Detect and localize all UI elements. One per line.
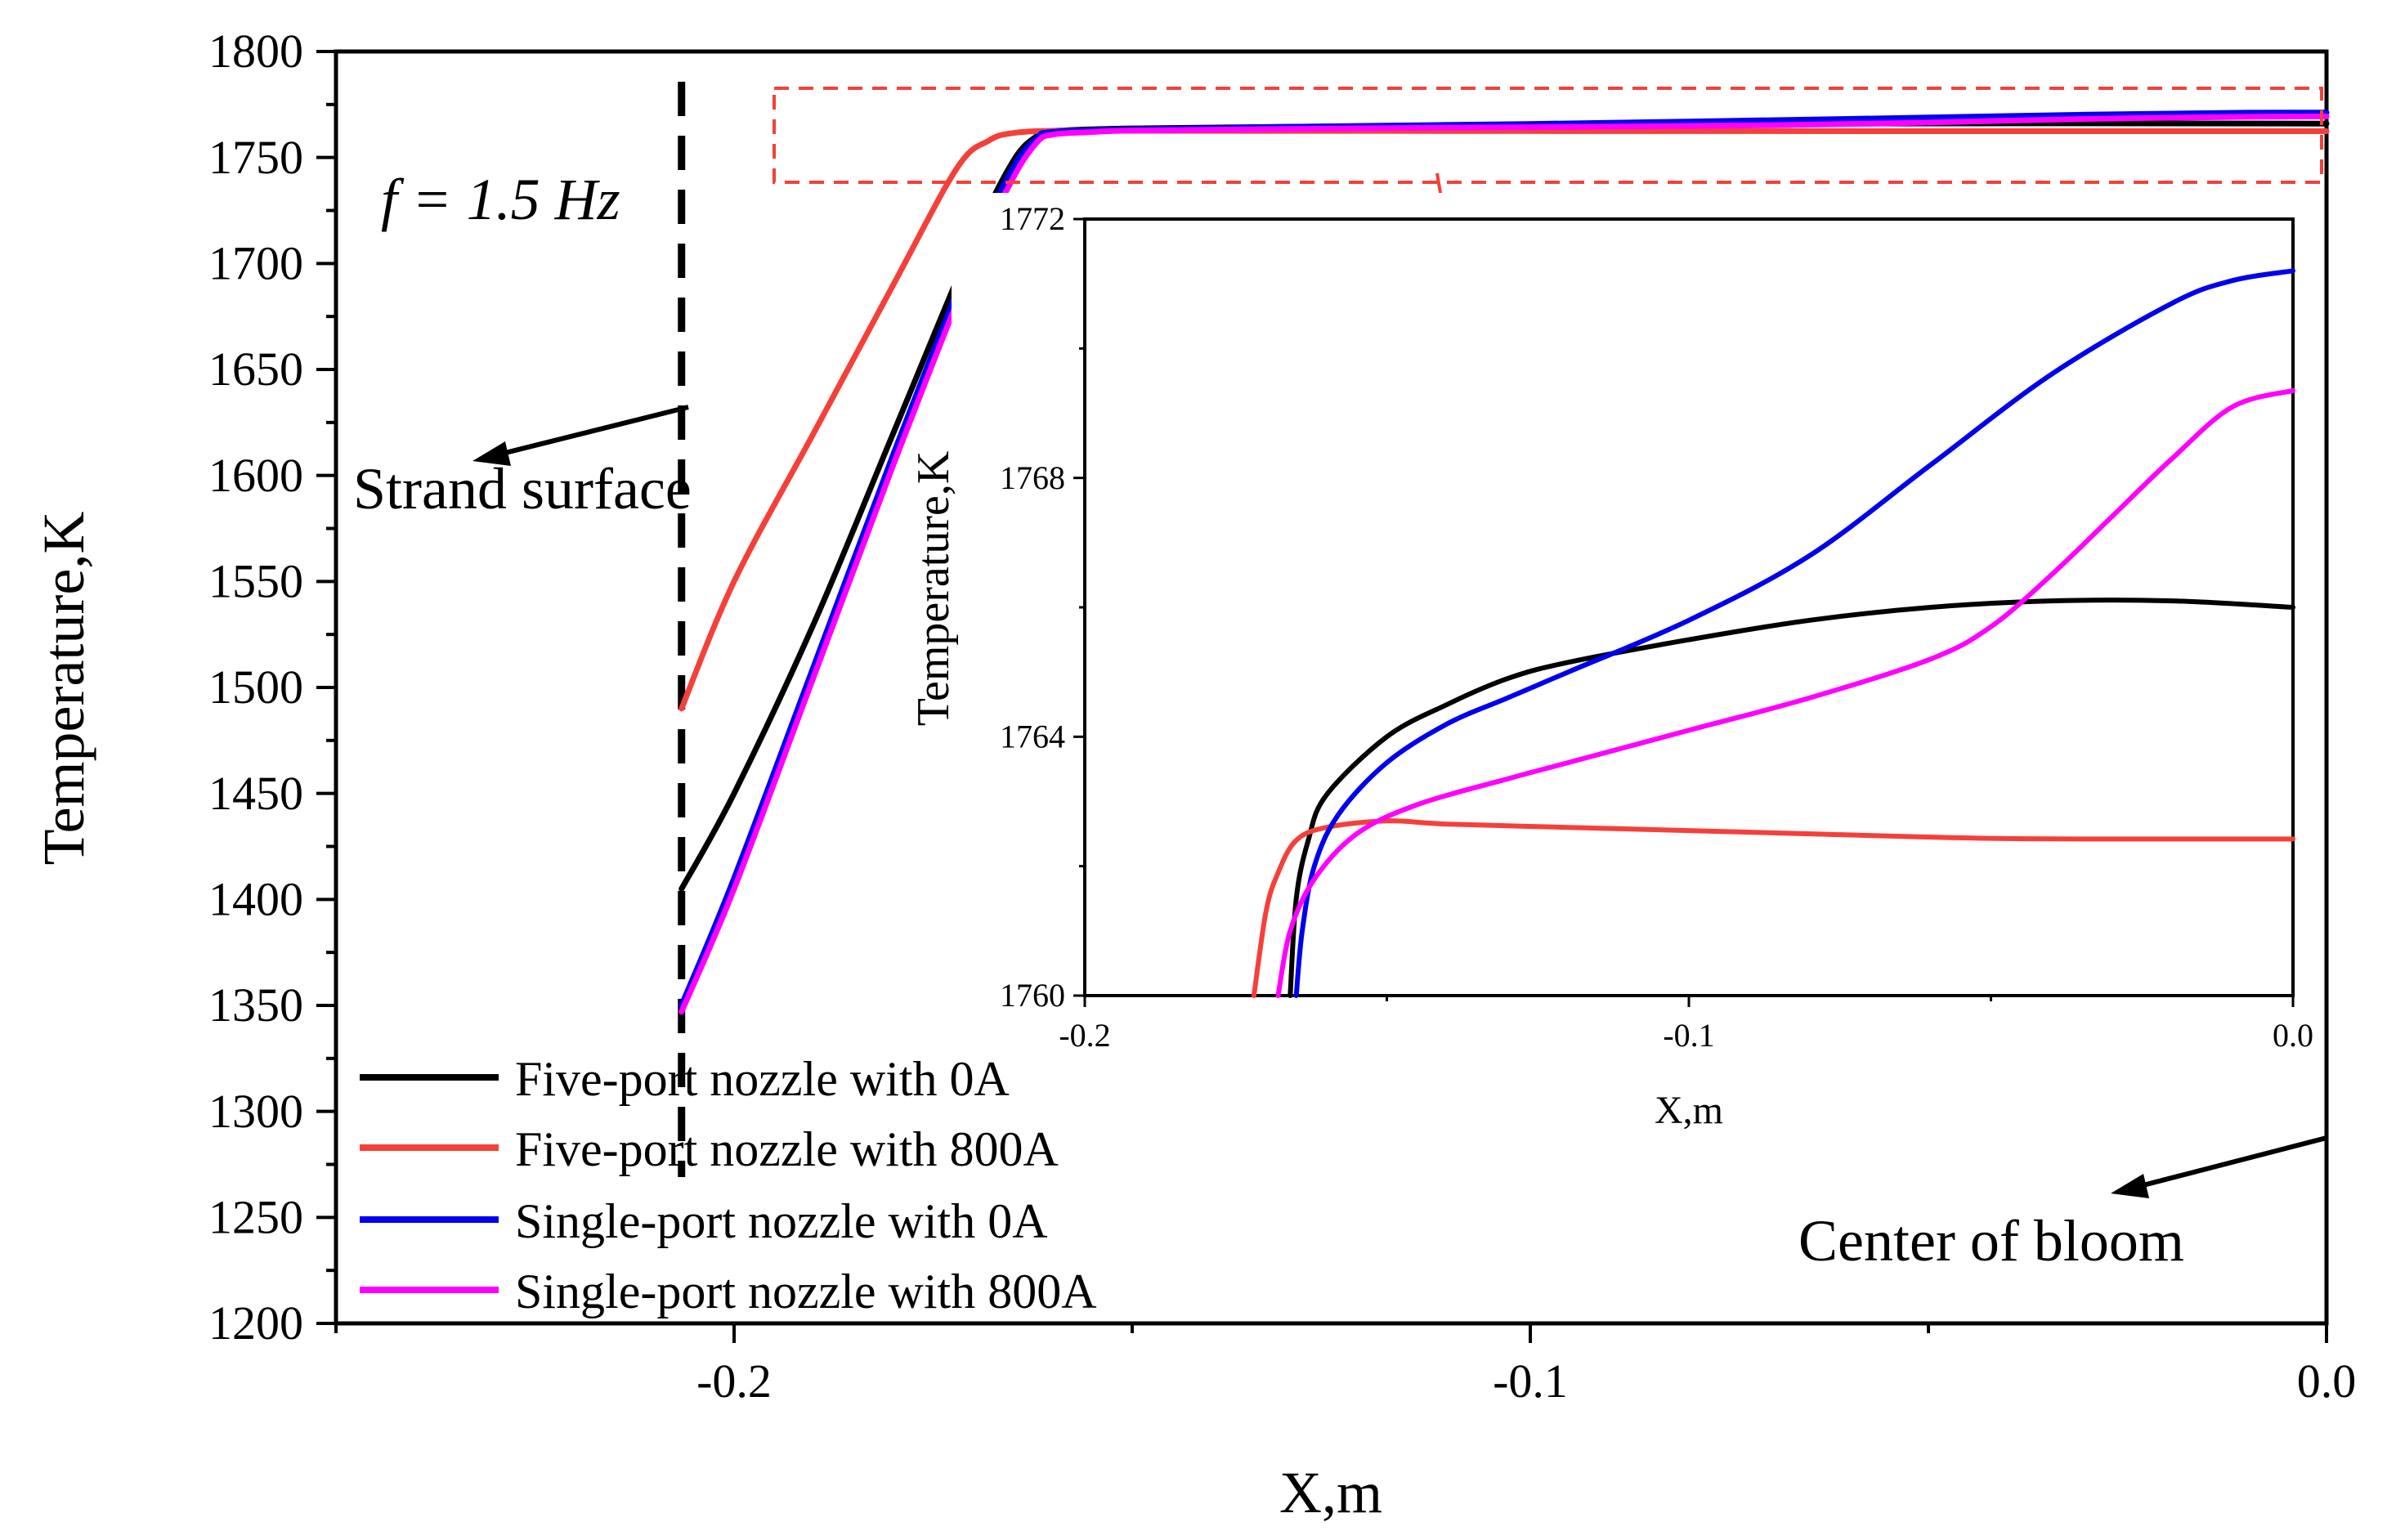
main-series-group <box>678 110 2330 1015</box>
main-axis-ticks <box>316 50 2328 1343</box>
legend-label: Single-port nozzle with 0A <box>515 1194 1048 1248</box>
x-tick-label: -0.2 <box>696 1354 772 1408</box>
strand-surface-arrow-line <box>498 405 689 457</box>
series-line-2 <box>1293 268 2295 998</box>
center-arrow-line <box>2136 1135 2327 1189</box>
y-tick-label: 1650 <box>208 342 303 396</box>
series-line-1 <box>1251 818 2295 998</box>
legend-item: Five-port nozzle with 800A <box>360 1122 1059 1176</box>
inset-y-axis-label: Temperature,K <box>908 451 959 727</box>
y-tick-label: 1450 <box>208 767 303 820</box>
legend: Five-port nozzle with 0A Five-port nozzl… <box>360 1052 1097 1318</box>
y-tick-label: 1600 <box>208 449 303 502</box>
legend-label: Five-port nozzle with 800A <box>515 1122 1059 1176</box>
y-tick-label: 1768 <box>1000 459 1065 496</box>
strand-surface-arrow-head <box>472 441 511 466</box>
main-y-axis-label: Temperature,K <box>31 512 96 866</box>
inset-x-axis-label: X,m <box>1655 1089 1723 1132</box>
main-x-axis-label: X,m <box>1279 1460 1382 1525</box>
y-tick-label: 1800 <box>208 25 303 78</box>
y-tick-label: 1550 <box>208 554 303 607</box>
y-tick-label: 1400 <box>208 872 303 925</box>
y-tick-label: 1200 <box>208 1296 303 1350</box>
y-tick-label: 1350 <box>208 978 303 1032</box>
x-tick-label: 0.0 <box>2273 1017 2313 1054</box>
legend-label: Five-port nozzle with 0A <box>515 1052 1010 1106</box>
x-tick-label: -0.1 <box>1493 1354 1568 1408</box>
main-tick-labels: 1200 1250 1300 1350 1400 1450 1500 1550 1600 1650… <box>208 25 2356 1408</box>
series-line-3 <box>678 113 2330 1015</box>
y-tick-label: 1250 <box>208 1190 303 1243</box>
legend-item: Single-port nozzle with 0A <box>360 1194 1048 1248</box>
inset-series-group <box>1251 268 2295 998</box>
center-of-bloom-label: Center of bloom <box>1798 1208 2184 1274</box>
strand-surface-label: Strand surface <box>353 456 692 522</box>
frequency-annotation: f = 1.5 Hz <box>381 167 620 232</box>
y-tick-label: 1500 <box>208 660 303 714</box>
x-tick-label: -0.1 <box>1663 1017 1714 1054</box>
inset-tick-labels: 1760 1764 1768 1772 -0.2 -0.1 0.0 <box>1000 200 2313 1054</box>
y-tick-label: 1760 <box>1000 977 1065 1014</box>
legend-label: Single-port nozzle with 800A <box>515 1265 1097 1318</box>
inset-axis-ticks <box>1073 217 2295 1007</box>
x-tick-label: 0.0 <box>2297 1354 2357 1408</box>
y-tick-label: 1750 <box>208 131 303 184</box>
x-tick-label: -0.2 <box>1059 1017 1110 1054</box>
zoom-region-box <box>773 87 2323 184</box>
y-tick-label: 1300 <box>208 1085 303 1138</box>
series-line-3 <box>1275 387 2295 998</box>
y-tick-label: 1772 <box>1000 200 1065 237</box>
legend-item: Five-port nozzle with 0A <box>360 1052 1010 1106</box>
center-arrow-head <box>2111 1174 2149 1198</box>
y-tick-label: 1700 <box>208 236 303 289</box>
y-tick-label: 1764 <box>1000 719 1065 755</box>
series-line-0 <box>1288 598 2295 998</box>
inset-background <box>952 193 2307 994</box>
legend-item: Single-port nozzle with 800A <box>360 1265 1097 1318</box>
